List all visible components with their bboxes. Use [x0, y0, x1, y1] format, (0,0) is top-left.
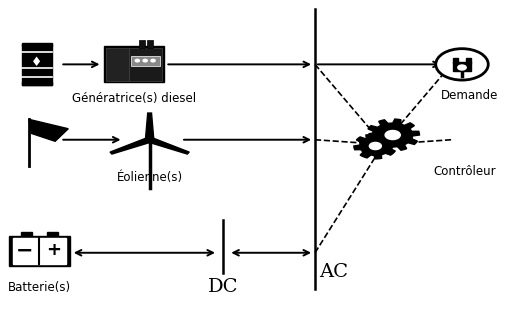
Bar: [22, 44, 52, 85]
Text: DC: DC: [208, 278, 238, 296]
Polygon shape: [145, 113, 154, 140]
Bar: [104, 46, 164, 82]
Circle shape: [135, 59, 140, 62]
Bar: [147, 40, 153, 48]
Bar: [106, 47, 129, 81]
Text: +: +: [47, 241, 61, 259]
Bar: [131, 56, 160, 66]
Bar: [21, 232, 32, 236]
Circle shape: [370, 143, 381, 149]
Bar: [47, 232, 58, 236]
Circle shape: [145, 137, 154, 143]
Bar: [139, 40, 145, 48]
Text: Demande: Demande: [441, 89, 499, 102]
Text: ♦: ♦: [31, 56, 43, 69]
Text: −: −: [16, 240, 34, 260]
Circle shape: [458, 65, 466, 70]
Text: Éolienne(s): Éolienne(s): [117, 171, 183, 184]
Text: Batterie(s): Batterie(s): [8, 281, 71, 294]
Circle shape: [385, 131, 400, 139]
Text: Génératrice(s) diesel: Génératrice(s) diesel: [72, 92, 196, 106]
Bar: [466, 58, 471, 63]
Text: AC: AC: [319, 263, 348, 281]
Polygon shape: [354, 133, 397, 159]
Polygon shape: [29, 119, 68, 141]
Bar: [22, 43, 52, 46]
Bar: [13, 238, 66, 264]
Circle shape: [151, 59, 155, 62]
Bar: [9, 236, 69, 266]
Circle shape: [436, 49, 488, 80]
Polygon shape: [366, 119, 419, 151]
Text: Contrôleur: Contrôleur: [433, 165, 496, 178]
Bar: [453, 62, 471, 71]
Bar: [453, 58, 458, 63]
Polygon shape: [110, 138, 152, 154]
Bar: [129, 47, 162, 81]
Circle shape: [143, 59, 148, 62]
Bar: [22, 82, 52, 85]
Polygon shape: [148, 138, 189, 154]
